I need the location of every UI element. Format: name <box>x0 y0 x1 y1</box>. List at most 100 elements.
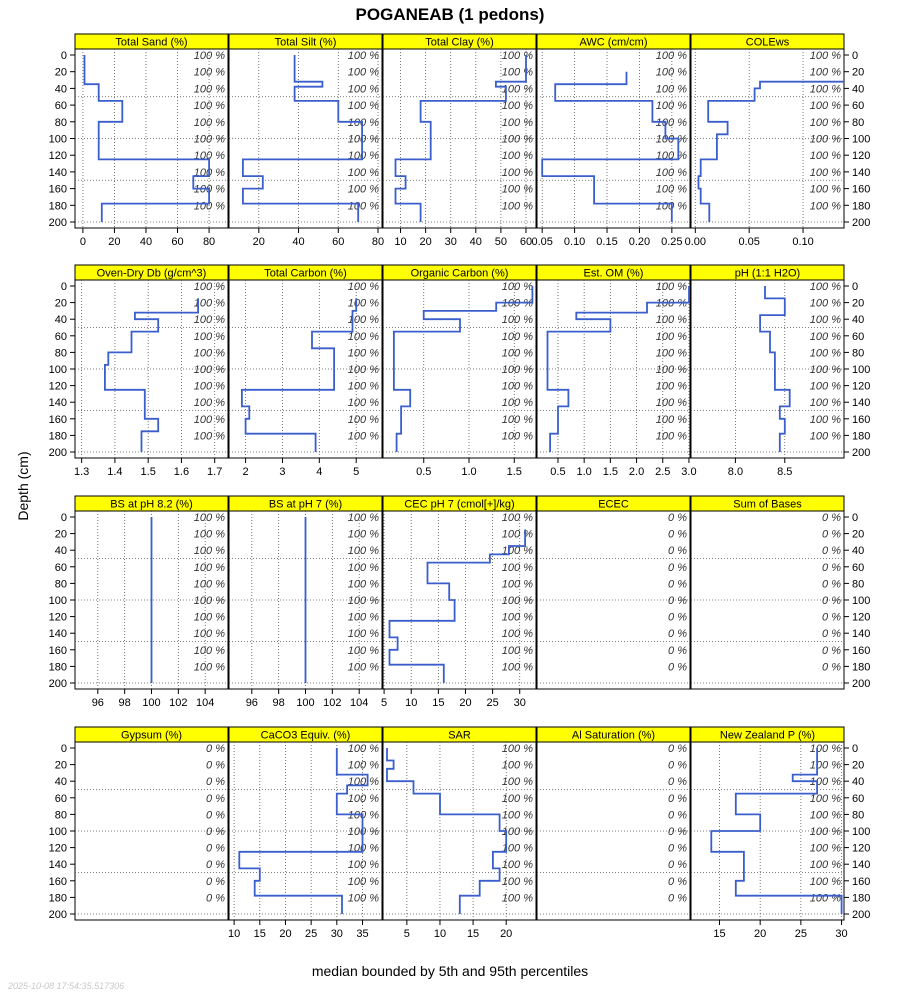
depth-tick-label: 100 <box>49 595 67 607</box>
x-tick-label: 1.4 <box>107 466 122 478</box>
x-tick-label: 15 <box>254 928 266 940</box>
panel-header-label: COLEws <box>746 37 790 49</box>
percent-label: 100 % <box>656 430 687 442</box>
percent-label: 0 % <box>668 562 687 574</box>
x-tick-label: 15 <box>432 697 444 709</box>
percent-label: 100 % <box>810 743 841 755</box>
x-tick-label: 98 <box>273 697 285 709</box>
panel-header-label: Total Silt (%) <box>275 37 337 49</box>
depth-tick-label: 180 <box>852 892 870 904</box>
percent-label: 0 % <box>822 628 841 640</box>
percent-label: 100 % <box>194 281 225 293</box>
depth-tick-label: 180 <box>49 430 67 442</box>
percent-label: 100 % <box>502 859 533 871</box>
panel-header-label: Gypsum (%) <box>121 730 182 742</box>
depth-tick-label: 200 <box>49 909 67 921</box>
percent-label: 100 % <box>810 50 841 62</box>
percent-label: 100 % <box>810 843 841 855</box>
x-tick-label: 60 <box>332 236 344 248</box>
depth-tick-label: 200 <box>49 447 67 459</box>
percent-label: 100 % <box>502 364 533 376</box>
percent-label: 100 % <box>194 134 225 146</box>
median-profile-line <box>541 71 680 222</box>
percent-label: 100 % <box>348 843 379 855</box>
depth-tick-label: 100 <box>49 364 67 376</box>
percent-label: 100 % <box>810 760 841 772</box>
x-tick-label: 80 <box>372 236 384 248</box>
x-tick-label: 20 <box>279 928 291 940</box>
median-profile-line <box>710 748 843 914</box>
percent-label: 100 % <box>502 150 533 162</box>
x-tick-label: 10 <box>434 928 446 940</box>
depth-tick-label: 0 <box>61 50 67 62</box>
percent-label: 0 % <box>668 892 687 904</box>
percent-label: 0 % <box>668 876 687 888</box>
percent-label: 0 % <box>822 595 841 607</box>
percent-label: 100 % <box>348 661 379 673</box>
panel-header-label: Total Carbon (%) <box>264 268 347 280</box>
percent-label: 0 % <box>206 826 225 838</box>
depth-tick-label: 80 <box>55 117 67 129</box>
percent-label: 100 % <box>348 628 379 640</box>
median-profile-line <box>388 529 526 683</box>
percent-label: 0 % <box>206 776 225 788</box>
percent-label: 100 % <box>194 381 225 393</box>
depth-tick-label: 80 <box>55 809 67 821</box>
percent-label: 100 % <box>810 826 841 838</box>
percent-label: 100 % <box>656 347 687 359</box>
percent-label: 100 % <box>656 150 687 162</box>
x-tick-label: 0.10 <box>564 236 585 248</box>
x-tick-label: 20 <box>253 236 265 248</box>
x-tick-label: 20 <box>459 697 471 709</box>
x-tick-label: 40 <box>140 236 152 248</box>
panel-header-label: CEC pH 7 (cmol[+]/kg) <box>404 499 514 511</box>
percent-label: 100 % <box>502 200 533 212</box>
x-tick-label: 1.6 <box>174 466 189 478</box>
percent-label: 0 % <box>206 760 225 772</box>
percent-label: 100 % <box>810 414 841 426</box>
depth-tick-label: 120 <box>852 612 870 624</box>
depth-tick-label: 40 <box>852 314 864 326</box>
percent-label: 0 % <box>822 529 841 541</box>
x-tick-label: 4 <box>316 466 322 478</box>
median-profile-line <box>104 298 200 452</box>
percent-label: 100 % <box>348 50 379 62</box>
x-tick-label: 5 <box>353 466 359 478</box>
percent-label: 100 % <box>502 397 533 409</box>
percent-label: 100 % <box>502 892 533 904</box>
percent-label: 100 % <box>502 430 533 442</box>
x-tick-label: 60 <box>520 236 532 248</box>
x-tick-label: 20 <box>500 928 512 940</box>
depth-tick-label: 40 <box>55 314 67 326</box>
percent-label: 100 % <box>502 595 533 607</box>
depth-tick-label: 0 <box>61 743 67 755</box>
percent-label: 100 % <box>502 347 533 359</box>
depth-tick-label: 80 <box>852 117 864 129</box>
percent-label: 100 % <box>502 134 533 146</box>
x-tick-label: 1.5 <box>603 466 618 478</box>
percent-label: 100 % <box>502 381 533 393</box>
depth-tick-label: 160 <box>852 414 870 426</box>
percent-label: 100 % <box>348 347 379 359</box>
depth-tick-label: 120 <box>49 150 67 162</box>
percent-label: 0 % <box>822 612 841 624</box>
percent-label: 0 % <box>206 876 225 888</box>
depth-tick-label: 180 <box>49 200 67 212</box>
x-tick-label: 102 <box>323 697 341 709</box>
percent-label: 100 % <box>194 298 225 310</box>
depth-tick-label: 80 <box>852 578 864 590</box>
depth-tick-label: 180 <box>852 200 870 212</box>
percent-label: 100 % <box>502 628 533 640</box>
panel-header-label: BS at pH 8.2 (%) <box>110 499 193 511</box>
depth-tick-label: 100 <box>49 134 67 146</box>
percent-label: 100 % <box>656 314 687 326</box>
percent-label: 100 % <box>656 364 687 376</box>
percent-label: 100 % <box>348 331 379 343</box>
percent-label: 100 % <box>656 281 687 293</box>
x-tick-label: 2 <box>243 466 249 478</box>
percent-label: 100 % <box>502 298 533 310</box>
x-tick-label: 0.25 <box>661 236 682 248</box>
percent-label: 100 % <box>656 167 687 179</box>
percent-label: 100 % <box>502 809 533 821</box>
percent-label: 100 % <box>348 776 379 788</box>
